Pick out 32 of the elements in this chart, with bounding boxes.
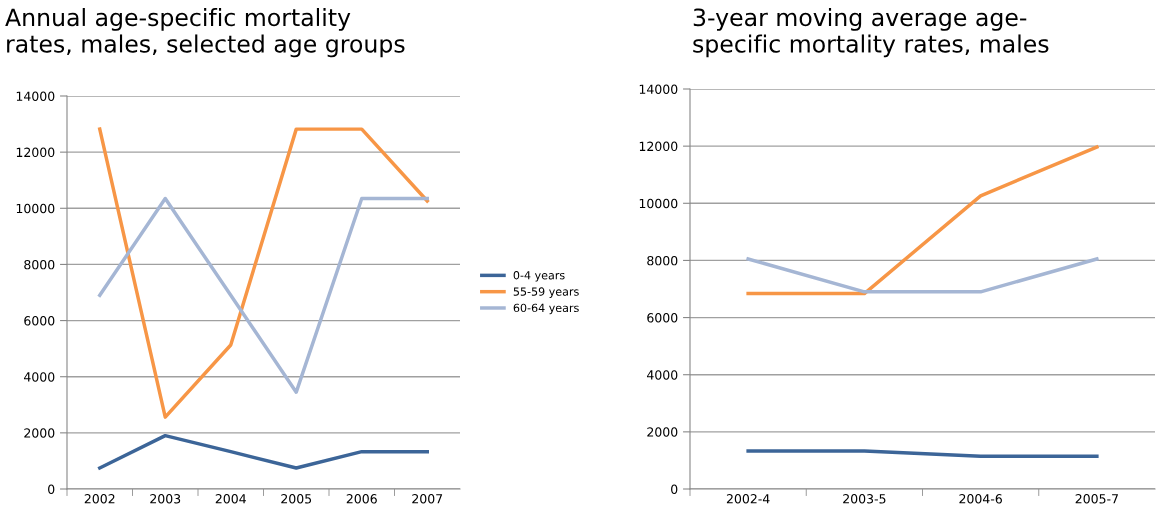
y-tick-label: 12000 xyxy=(639,141,678,152)
y-tick-label: 12000 xyxy=(16,147,55,158)
y-tick-label: 10000 xyxy=(639,198,678,209)
x-tick-label: 2004 xyxy=(215,494,246,504)
y-tick-label: 4000 xyxy=(646,370,678,380)
y-tick-label: 8000 xyxy=(647,255,678,266)
y-tick-label: 10000 xyxy=(16,203,55,214)
x-tick-label: 2006 xyxy=(346,494,377,504)
y-tick-label: 0 xyxy=(671,484,678,494)
x-tick-label: 2005-7 xyxy=(1075,494,1118,504)
x-tick-label: 2003 xyxy=(150,494,181,504)
y-tick-label: 4000 xyxy=(23,372,55,382)
x-tick-label: 2003-5 xyxy=(843,494,886,504)
y-tick-label: 14000 xyxy=(639,84,678,94)
x-tick-label: 2004-6 xyxy=(959,494,1002,504)
x-tick-label: 2002 xyxy=(84,494,115,504)
x-tick-label: 2007 xyxy=(412,494,443,504)
y-tick-label: 8000 xyxy=(24,259,55,270)
legend-label: 60-64 years xyxy=(513,303,579,315)
y-tick-label: 6000 xyxy=(24,316,55,326)
chart-title: 3-year moving average age- specific mortality rates, males xyxy=(693,8,1049,58)
y-tick-label: 6000 xyxy=(647,313,678,323)
x-tick-label: 2002-4 xyxy=(726,494,770,504)
legend-label: 55-59 years xyxy=(513,287,579,298)
y-tick-label: 0 xyxy=(48,484,55,494)
y-tick-label: 2000 xyxy=(647,427,678,437)
x-tick-label: 2005 xyxy=(281,494,312,504)
line-series xyxy=(98,127,429,419)
y-tick-label: 14000 xyxy=(16,91,55,101)
y-tick-label: 2000 xyxy=(24,428,55,438)
legend-label: 0-4 years xyxy=(513,271,565,282)
chart-title: Annual age-specific mortality rates, males, selected age groups xyxy=(5,8,405,58)
